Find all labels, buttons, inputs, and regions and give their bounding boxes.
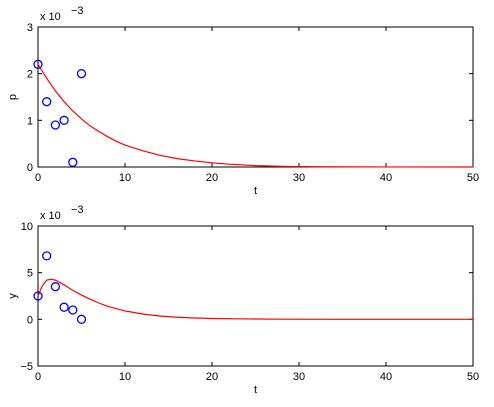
y-exponent-power: −3	[71, 204, 84, 216]
x-tick-label: 20	[206, 172, 218, 184]
y-exponent-label: x 10	[40, 11, 61, 23]
x-tick-label: 30	[293, 371, 305, 383]
data-point	[68, 157, 78, 167]
data-point	[68, 305, 78, 315]
x-tick-label: 0	[35, 371, 41, 383]
data-point	[76, 69, 87, 79]
x-tick-label: 40	[380, 172, 392, 184]
plot-frame	[37, 225, 474, 367]
x-tick-label: 40	[380, 371, 392, 383]
data-point	[50, 120, 61, 130]
x-tick-label: 10	[119, 371, 131, 383]
y-tick-label: 10	[21, 221, 33, 233]
y-tick-label: 2	[27, 69, 33, 81]
y-tick-label: 0	[27, 314, 33, 326]
x-tick-label: 30	[293, 172, 305, 184]
y-axis-label: p	[7, 94, 19, 100]
y-tick-label: 5	[27, 268, 33, 280]
data-point	[33, 291, 43, 301]
y-exponent-power: −3	[71, 5, 84, 17]
y-tick-label: −5	[20, 361, 33, 373]
x-tick-label: 10	[119, 172, 131, 184]
data-point	[59, 302, 69, 312]
x-axis-label: t	[254, 384, 257, 396]
y-axis-label: y	[7, 293, 19, 299]
x-tick-label: 20	[206, 371, 218, 383]
x-tick-label: 50	[467, 371, 479, 383]
y-tick-label: 3	[27, 22, 33, 34]
y-exponent-label: x 10	[40, 210, 61, 222]
plot-frame	[37, 26, 474, 168]
model-curve	[37, 64, 474, 168]
y-tick-label: 0	[27, 162, 33, 174]
x-tick-label: 0	[35, 172, 41, 184]
data-point	[76, 314, 87, 324]
chart-1: 0 10 20 30 40 50 0 1 2 3 x 10 −3 t p	[7, 5, 479, 197]
data-point	[59, 115, 69, 125]
data-point	[50, 282, 61, 292]
data-point	[42, 251, 52, 261]
x-axis-label: t	[254, 185, 257, 197]
y-tick-label: 1	[27, 115, 33, 127]
x-tick-label: 50	[467, 172, 479, 184]
data-point	[33, 59, 43, 69]
model-curve	[37, 278, 474, 320]
data-point	[42, 97, 52, 107]
